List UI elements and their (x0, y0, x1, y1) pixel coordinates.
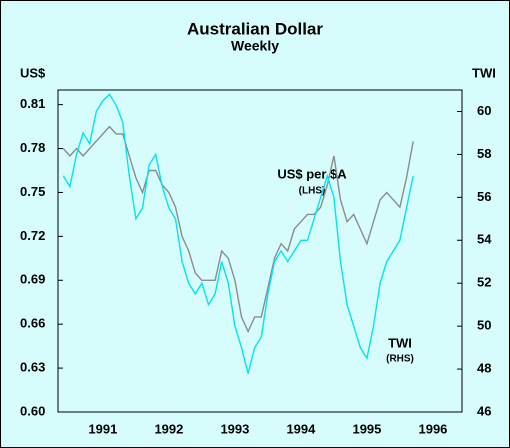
y2-tick-label: 48 (477, 361, 491, 376)
x-tick-label: 1992 (154, 421, 183, 436)
y-tick-label: 0.63 (20, 360, 45, 375)
x-tick-label: 1995 (352, 421, 381, 436)
y-tick-label: 0.75 (20, 184, 45, 199)
plot-frame (57, 89, 463, 413)
series-line (62, 125, 414, 334)
chart-title: Australian Dollar (187, 19, 323, 38)
y2-tick-label: 50 (477, 318, 491, 333)
y-tick-label: 0.60 (20, 403, 45, 418)
chart-subtitle: Weekly (231, 38, 279, 54)
y2-axis-label: TWI (472, 65, 496, 80)
annotation: TWI (388, 335, 412, 350)
y-tick-label: 0.78 (20, 140, 45, 155)
annotation-sub: (LHS) (299, 186, 326, 197)
y2-tick-label: 58 (477, 146, 491, 161)
y-tick-label: 0.81 (20, 96, 45, 111)
annotation-sub: (RHS) (386, 354, 414, 365)
annotation: US$ per $A (277, 166, 347, 181)
x-tick-label: 1994 (286, 421, 316, 436)
y2-tick-label: 56 (477, 189, 491, 204)
x-tick-label: 1996 (418, 421, 447, 436)
y-axis-label: US$ (20, 65, 46, 80)
series-line (62, 93, 414, 374)
y-tick-label: 0.72 (20, 228, 45, 243)
y2-tick-label: 46 (477, 403, 491, 418)
y-tick-label: 0.69 (20, 272, 45, 287)
y-tick-label: 0.66 (20, 316, 45, 331)
y2-tick-label: 52 (477, 275, 491, 290)
x-tick-label: 1993 (220, 421, 249, 436)
y2-tick-label: 54 (477, 232, 492, 247)
y2-tick-label: 60 (477, 103, 491, 118)
x-tick-label: 1991 (88, 421, 117, 436)
